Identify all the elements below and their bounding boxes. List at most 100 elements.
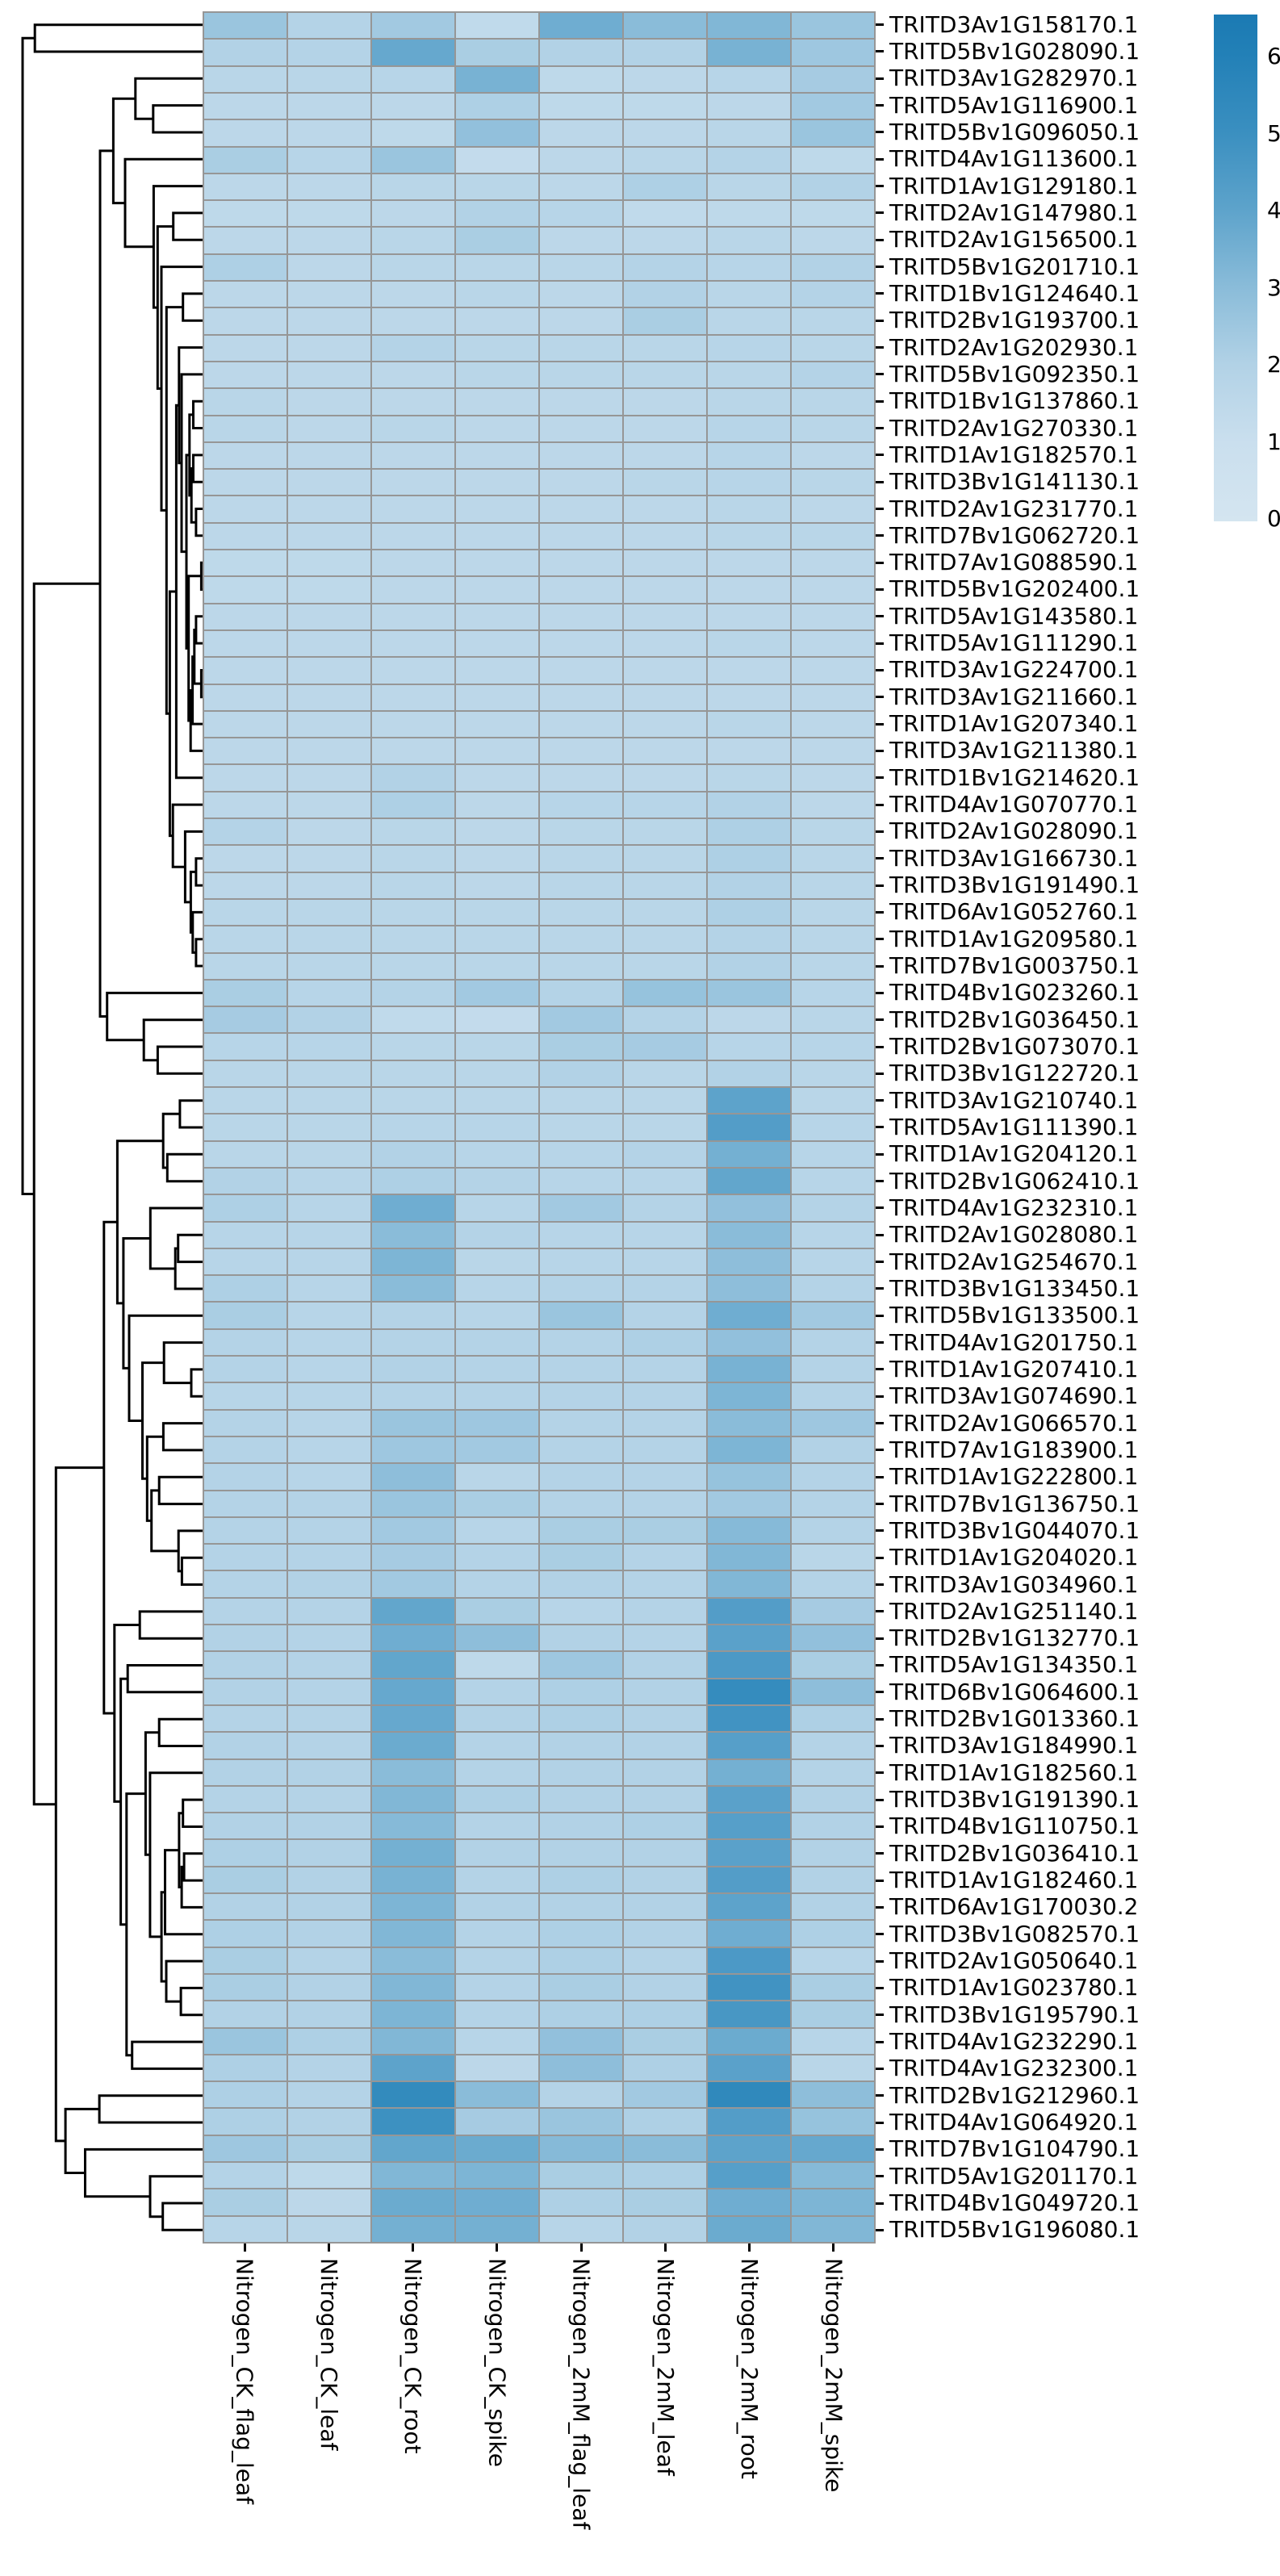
heatmap-cell xyxy=(204,1813,287,1839)
heatmap-cell xyxy=(372,1786,454,1813)
heatmap-cell xyxy=(204,926,287,952)
heatmap-cell xyxy=(204,684,287,710)
heatmap-cell xyxy=(624,389,706,415)
heatmap-cell xyxy=(372,1276,454,1302)
heatmap-cell xyxy=(288,2001,370,2027)
heatmap-cell xyxy=(204,2189,287,2215)
heatmap-cell xyxy=(792,1598,874,1625)
heatmap-cell xyxy=(792,93,874,119)
heatmap-cell xyxy=(456,254,538,280)
heatmap-cell xyxy=(204,819,287,845)
heatmap-cell xyxy=(204,147,287,173)
heatmap-cell xyxy=(624,1733,706,1758)
column-tick-mark xyxy=(327,2244,330,2252)
heatmap-cell xyxy=(372,1383,454,1409)
row-label: TRITD3Av1G166730.1 xyxy=(889,844,1139,872)
heatmap-cell xyxy=(456,1733,538,1758)
heatmap-cell xyxy=(204,1759,287,1785)
heatmap-cell xyxy=(372,1007,454,1033)
heatmap-cell xyxy=(540,389,622,415)
heatmap-cell xyxy=(624,1114,706,1140)
heatmap-cell xyxy=(204,550,287,576)
heatmap-cell xyxy=(288,630,370,657)
heatmap-cell xyxy=(204,1410,287,1436)
heatmap-cell xyxy=(456,1840,538,1866)
heatmap-cell xyxy=(540,1491,622,1516)
heatmap-cell xyxy=(624,2189,706,2215)
heatmap-cell xyxy=(624,1060,706,1087)
heatmap-cell xyxy=(708,1222,790,1248)
row-label: TRITD5Av1G116900.1 xyxy=(889,91,1139,119)
heatmap-cell xyxy=(540,846,622,872)
row-tick-mark xyxy=(876,1475,884,1478)
heatmap-cell xyxy=(708,1141,790,1167)
heatmap-cell xyxy=(204,1060,287,1087)
heatmap-cell xyxy=(288,2082,370,2108)
dendrogram-lines xyxy=(21,23,203,2231)
heatmap-cell xyxy=(624,335,706,361)
row-tick-mark xyxy=(876,1395,884,1398)
heatmap-cell xyxy=(708,1168,790,1194)
heatmap-cell xyxy=(792,604,874,629)
heatmap-cell xyxy=(204,1571,287,1597)
heatmap-cell xyxy=(624,550,706,576)
heatmap-cell xyxy=(372,1974,454,2001)
heatmap-cell xyxy=(792,846,874,872)
heatmap-cell xyxy=(540,1060,622,1087)
heatmap-cell xyxy=(372,1357,454,1382)
heatmap-cell xyxy=(204,362,287,388)
row-label: TRITD2Av1G147980.1 xyxy=(889,199,1139,226)
heatmap-cell xyxy=(708,1733,790,1758)
heatmap-cell xyxy=(708,1625,790,1651)
heatmap-cell xyxy=(372,2082,454,2108)
heatmap-cell xyxy=(288,1571,370,1597)
heatmap-cell xyxy=(204,604,287,629)
heatmap-cell xyxy=(204,1303,287,1328)
row-tick-mark xyxy=(876,2040,884,2043)
heatmap-cell xyxy=(288,1894,370,1920)
row-label: TRITD2Bv1G036410.1 xyxy=(889,1839,1140,1867)
heatmap-cell xyxy=(792,308,874,334)
heatmap-cell xyxy=(372,792,454,818)
heatmap-cell xyxy=(204,1464,287,1490)
heatmap-cell xyxy=(540,1733,622,1758)
heatmap-cell xyxy=(456,872,538,898)
heatmap-cell xyxy=(372,1060,454,1087)
row-dendrogram xyxy=(21,23,203,2231)
heatmap-cell xyxy=(624,66,706,92)
column-label: Nitrogen_CK_spike xyxy=(483,2258,511,2467)
heatmap-cell xyxy=(456,1303,538,1328)
row-label: TRITD4Bv1G023260.1 xyxy=(889,979,1140,1006)
heatmap-cell xyxy=(288,523,370,550)
heatmap-cell xyxy=(540,872,622,898)
heatmap-cell xyxy=(540,2001,622,2027)
heatmap-cell xyxy=(624,2055,706,2081)
heatmap-cell xyxy=(624,1840,706,1866)
heatmap-cell xyxy=(456,1921,538,1947)
heatmap-cell xyxy=(624,2163,706,2189)
heatmap-cell xyxy=(792,2109,874,2135)
heatmap-cell xyxy=(540,1652,622,1678)
heatmap-cell xyxy=(624,738,706,764)
heatmap-cell xyxy=(792,1007,874,1033)
heatmap-cell xyxy=(708,1867,790,1893)
heatmap-cell xyxy=(288,926,370,952)
heatmap-cell xyxy=(372,926,454,952)
heatmap-cell xyxy=(372,1894,454,1920)
column-tick-mark xyxy=(579,2244,583,2252)
heatmap-cell xyxy=(456,93,538,119)
heatmap-cell xyxy=(708,980,790,1006)
row-label: TRITD3Bv1G133450.1 xyxy=(889,1274,1140,1302)
heatmap-cell xyxy=(708,792,790,818)
heatmap-cell xyxy=(708,228,790,253)
heatmap-cell xyxy=(540,174,622,200)
row-label: TRITD2Av1G231770.1 xyxy=(889,495,1139,522)
heatmap-cell xyxy=(204,1195,287,1221)
heatmap-cell xyxy=(204,1222,287,1248)
heatmap-cell xyxy=(624,684,706,710)
heatmap-cell xyxy=(288,1840,370,1866)
row-tick-mark xyxy=(876,266,884,269)
heatmap-cell xyxy=(204,523,287,550)
heatmap-cell xyxy=(456,819,538,845)
heatmap-cell xyxy=(456,1114,538,1140)
